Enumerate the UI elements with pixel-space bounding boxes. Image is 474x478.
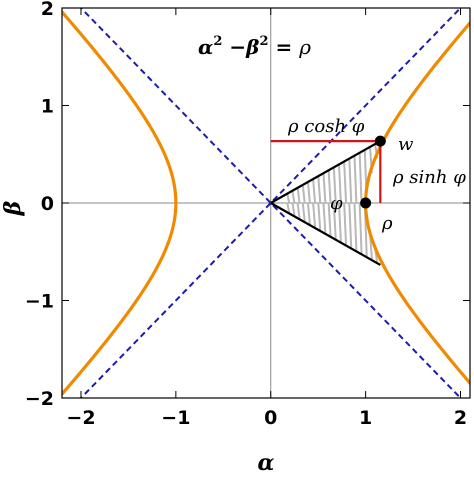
x-tick-label: 1 <box>359 407 372 429</box>
sector-hatch-line <box>337 202 342 242</box>
phi-label: φ <box>330 193 343 214</box>
y-tick-label: −1 <box>25 291 54 313</box>
asymptote-lines <box>79 8 462 398</box>
sector-hatch-line <box>317 202 322 230</box>
coordinate-axes <box>62 8 470 398</box>
sinh-label: ρ sinh φ <box>392 167 466 188</box>
y-axis-label: β <box>0 200 26 216</box>
eq-alpha: α <box>198 35 213 59</box>
w-label: w <box>398 134 414 155</box>
asymptote-line <box>79 8 462 398</box>
sector-hatch-line <box>337 164 342 204</box>
eq-minus: − <box>222 35 246 59</box>
sector-hatch-line <box>301 184 306 204</box>
lower-ray <box>270 202 381 266</box>
y-tick-label: 1 <box>41 96 54 118</box>
x-axis-label: α <box>258 450 275 474</box>
eq-beta: β <box>245 35 259 59</box>
red-segments <box>270 139 382 203</box>
sector-hatch-line <box>358 202 363 254</box>
sector-hatch-line <box>291 202 296 216</box>
x-tick-label: 0 <box>264 407 277 429</box>
sector-hatch-line <box>286 193 291 204</box>
tick-marks <box>62 7 470 399</box>
rho-point-label: ρ <box>381 213 393 234</box>
eq-alpha-exponent: 2 <box>213 34 222 49</box>
equation-label: α2 −β2 = ρ <box>198 34 311 59</box>
sector-hatch-line <box>332 202 337 239</box>
point-w <box>374 135 386 147</box>
sector-hatch-line <box>291 190 296 204</box>
point-rho <box>360 197 372 209</box>
sector-hatch-line <box>317 176 322 204</box>
sector-hatch-line <box>327 170 332 204</box>
sector-hatch-line <box>353 155 358 204</box>
triangle-wedge <box>270 140 381 266</box>
sector-hatch-line <box>312 178 317 204</box>
eq-rho: ρ <box>298 35 311 59</box>
sector-hatch-line <box>296 187 301 204</box>
sector-hatch-line <box>348 202 353 248</box>
sector-hatch-line <box>296 202 301 219</box>
eq-beta-exponent: 2 <box>259 34 268 49</box>
x-tick-label: 2 <box>454 407 467 429</box>
y-tick-label: 2 <box>41 0 54 20</box>
sector-hatch-line <box>332 167 337 204</box>
sector-hatch-line <box>322 202 327 233</box>
eq-equals: = <box>269 35 300 59</box>
x-tick-label: −2 <box>66 407 95 429</box>
sector-hatch-line <box>306 202 311 225</box>
sector-hatch-line <box>312 202 317 228</box>
hyperbola-left-branch <box>62 9 178 397</box>
sector-hatch-line <box>343 161 348 204</box>
sector-hatch-line <box>306 181 311 204</box>
sector-hatch-line <box>327 202 332 236</box>
shaded-sector <box>286 143 379 263</box>
y-tick-label: −2 <box>25 388 54 410</box>
sector-hatch-line <box>301 202 306 222</box>
sector-hatch-line <box>322 173 327 204</box>
sector-hatch-line <box>348 158 353 204</box>
x-tick-label: −1 <box>161 407 190 429</box>
cosh-label: ρ cosh φ <box>287 116 365 137</box>
sector-hatch-line <box>353 202 358 251</box>
sector-hatch-line <box>286 202 291 213</box>
hyperbola-curves <box>62 9 470 397</box>
y-tick-label: 0 <box>41 193 54 215</box>
asymptote-line <box>79 8 462 398</box>
upper-ray <box>270 140 381 204</box>
sector-hatch-line <box>358 152 363 204</box>
sector-hatch-line <box>343 202 348 245</box>
marked-points <box>360 135 386 209</box>
